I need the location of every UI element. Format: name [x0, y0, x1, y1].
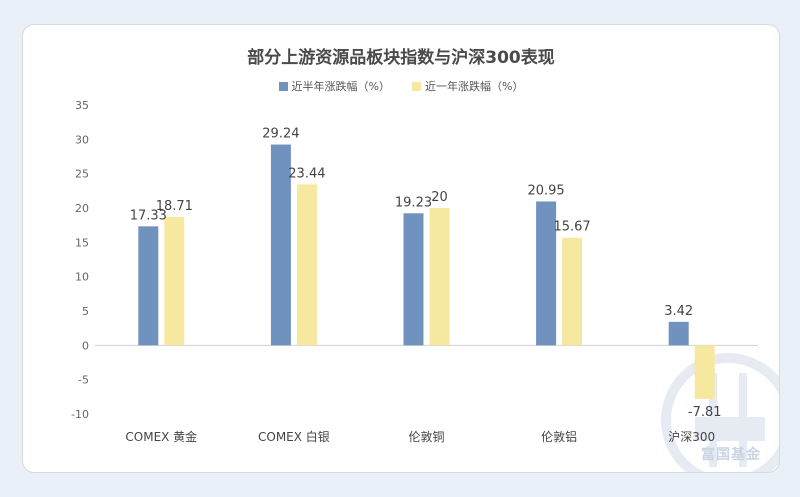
- legend-label-one-year: 近一年涨跌幅（%）: [425, 80, 524, 93]
- bar-one-year: [296, 184, 317, 346]
- x-category-label: 伦敦铜: [408, 429, 444, 444]
- data-label: 20: [431, 190, 448, 205]
- y-tick-label: 15: [75, 236, 89, 249]
- chart-card: 部分上游资源品板块指数与沪深300表现 近半年涨跌幅（%） 近一年涨跌幅（%） …: [22, 24, 780, 473]
- y-tick-label: 0: [82, 339, 89, 352]
- bar-half-year: [668, 321, 689, 346]
- chart-legend: 近半年涨跌幅（%） 近一年涨跌幅（%）: [23, 78, 779, 94]
- y-tick-label: 30: [75, 133, 89, 146]
- data-label: 19.23: [395, 195, 432, 210]
- data-label: 29.24: [262, 127, 299, 142]
- legend-label-half-year: 近半年涨跌幅（%）: [291, 80, 390, 93]
- legend-swatch-one-year: [412, 81, 421, 91]
- data-label: 17.33: [130, 208, 167, 223]
- data-label: 23.44: [288, 166, 325, 181]
- x-category-label: 沪深300: [668, 430, 715, 444]
- data-label: 20.95: [527, 183, 564, 198]
- data-label: 15.67: [553, 220, 590, 235]
- watermark-text: 富国基金: [701, 447, 761, 463]
- data-label: 3.42: [664, 304, 693, 319]
- y-tick-label: -5: [78, 374, 89, 387]
- bar-half-year: [138, 226, 159, 346]
- y-tick-label: 5: [82, 305, 89, 318]
- bar-one-year: [429, 208, 450, 346]
- y-tick-label: 25: [75, 168, 89, 181]
- bar-one-year: [694, 345, 715, 399]
- bar-one-year: [562, 237, 583, 346]
- legend-swatch-half-year: [278, 81, 288, 91]
- legend-item-one-year: 近一年涨跌幅（%）: [412, 78, 523, 94]
- x-category-label: COMEX 黄金: [125, 429, 197, 444]
- y-tick-label: -10: [71, 408, 89, 421]
- legend-item-half-year: 近半年涨跌幅（%）: [278, 78, 390, 94]
- bar-half-year: [270, 144, 291, 346]
- chart-title: 部分上游资源品板块指数与沪深300表现: [247, 48, 555, 68]
- x-category-label: 伦敦铝: [541, 429, 577, 444]
- x-category-label: COMEX 白银: [258, 429, 330, 444]
- y-tick-label: 10: [75, 271, 89, 284]
- data-label: -7.81: [688, 405, 722, 420]
- bar-one-year: [164, 216, 185, 346]
- y-tick-label: 20: [75, 202, 89, 215]
- data-label: 18.71: [156, 199, 193, 214]
- bar-half-year: [403, 213, 424, 346]
- y-tick-label: 35: [75, 99, 89, 112]
- bar-half-year: [536, 201, 557, 346]
- bar-chart: -10 -5 0 5 10 15 20 25 30 35 COMEX 黄金 COMEX 白银 伦敦铜 伦敦…: [71, 99, 779, 472]
